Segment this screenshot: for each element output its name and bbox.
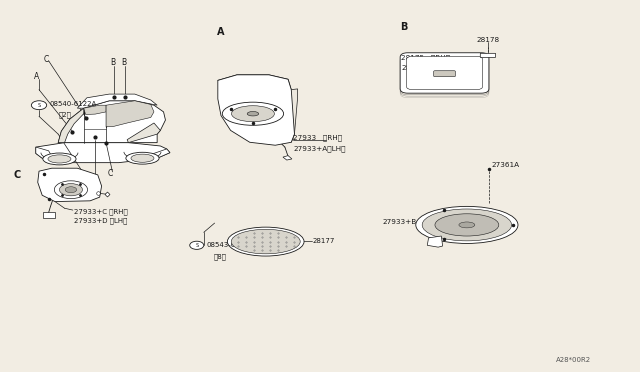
Ellipse shape [222, 102, 284, 125]
Text: 27933   〈RH〉: 27933 〈RH〉 [293, 135, 342, 141]
Ellipse shape [422, 209, 511, 241]
Polygon shape [428, 236, 443, 247]
Text: B: B [122, 58, 127, 67]
Polygon shape [106, 101, 154, 127]
Circle shape [189, 241, 204, 249]
Polygon shape [77, 94, 157, 108]
Ellipse shape [54, 181, 88, 199]
Ellipse shape [48, 155, 71, 163]
Text: C: C [13, 170, 20, 180]
Text: 08540-6122A: 08540-6122A [50, 102, 97, 108]
Polygon shape [38, 168, 102, 202]
Text: 28175+A〈LH〉: 28175+A〈LH〉 [401, 65, 454, 71]
Text: B: B [400, 22, 407, 32]
Polygon shape [36, 142, 170, 163]
FancyBboxPatch shape [480, 53, 495, 57]
Text: 28175   〈RH〉: 28175 〈RH〉 [401, 55, 450, 61]
Polygon shape [218, 75, 294, 145]
FancyBboxPatch shape [406, 57, 483, 89]
Polygon shape [58, 101, 166, 142]
Polygon shape [218, 75, 298, 142]
FancyBboxPatch shape [44, 212, 55, 218]
Text: 08543-6162A: 08543-6162A [206, 242, 253, 248]
Polygon shape [143, 149, 170, 163]
Ellipse shape [435, 214, 499, 236]
Text: C: C [108, 169, 113, 178]
Text: B: B [111, 58, 116, 67]
Text: A: A [34, 72, 39, 81]
Polygon shape [84, 105, 106, 115]
Text: 27933+D 〈LH〉: 27933+D 〈LH〉 [74, 217, 127, 224]
Text: A: A [216, 27, 224, 37]
Text: S: S [195, 243, 198, 248]
Ellipse shape [43, 153, 76, 165]
Text: 27933+A〈LH〉: 27933+A〈LH〉 [293, 145, 346, 152]
FancyBboxPatch shape [434, 71, 456, 77]
Ellipse shape [65, 187, 77, 193]
Ellipse shape [131, 154, 154, 162]
Text: 28177: 28177 [312, 238, 335, 244]
Text: S: S [38, 103, 40, 108]
Text: （8）: （8） [214, 253, 227, 260]
Text: 27361A: 27361A [491, 161, 519, 167]
Polygon shape [127, 123, 161, 142]
Ellipse shape [416, 206, 518, 243]
Polygon shape [283, 155, 292, 160]
Text: （2）: （2） [58, 111, 71, 118]
Ellipse shape [126, 152, 159, 164]
Text: 27933+B: 27933+B [383, 219, 417, 225]
Polygon shape [58, 108, 84, 142]
Text: 28178: 28178 [476, 36, 500, 43]
Ellipse shape [459, 222, 475, 228]
Text: C: C [44, 55, 49, 64]
Circle shape [31, 101, 47, 110]
Text: A: A [90, 182, 95, 190]
Text: A28*00R2: A28*00R2 [556, 357, 591, 363]
Text: 27933+C 〈RH〉: 27933+C 〈RH〉 [74, 208, 128, 215]
Ellipse shape [232, 106, 275, 122]
Ellipse shape [231, 230, 300, 254]
Ellipse shape [227, 227, 304, 256]
FancyBboxPatch shape [400, 53, 489, 93]
Polygon shape [36, 147, 52, 158]
Ellipse shape [247, 112, 259, 116]
Ellipse shape [60, 184, 83, 196]
